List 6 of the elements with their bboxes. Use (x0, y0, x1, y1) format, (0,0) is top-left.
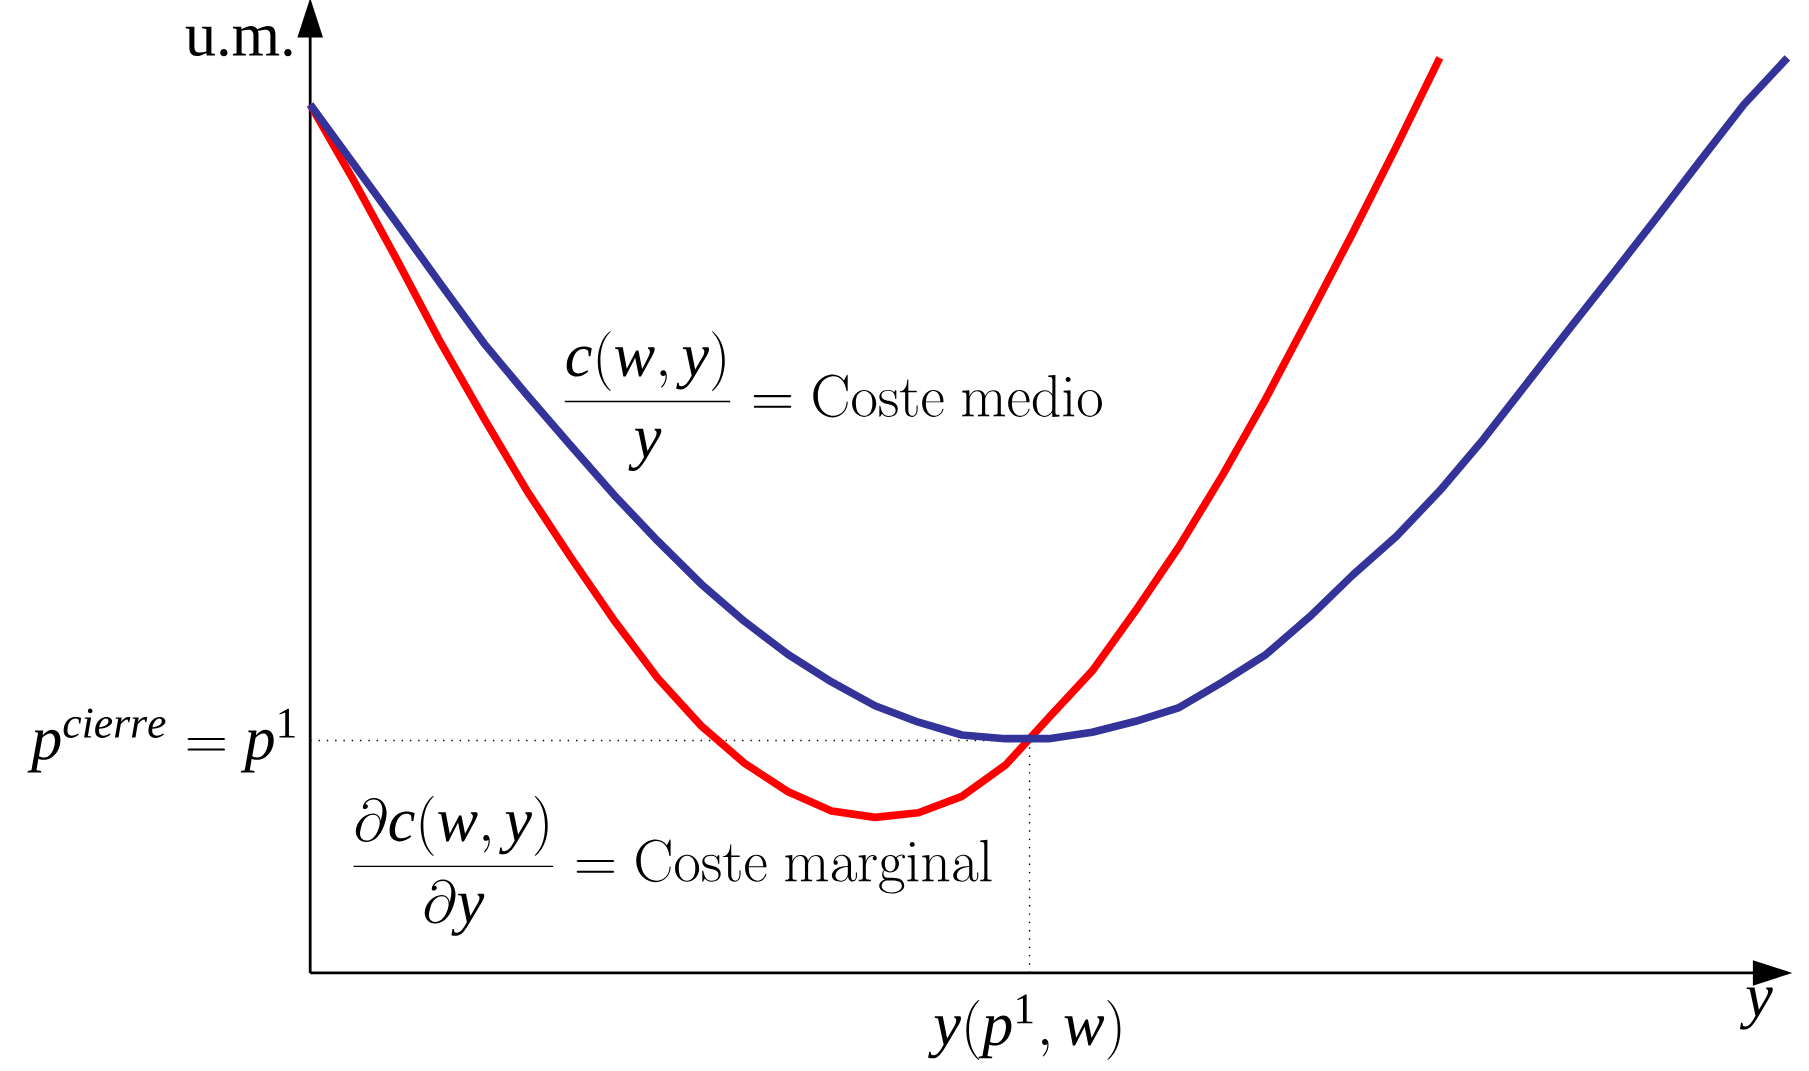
y-axis-title: u.m. (185, 25, 292, 57)
annotation: $\frac{c(w,y)}{y}=\mathrm{Coste\ medio}$ (564, 330, 1102, 471)
annotation: $\frac{\partial c(w,y)}{\partial y}=\mathrm{Coste\ marginal}$ (353, 795, 992, 936)
x-axis-title: y (1739, 987, 1773, 1030)
ref-line-label: $p^{cierre}=p^{1}$ (27, 708, 295, 773)
text: $y(p^{1},w)$ (928, 994, 1121, 1060)
